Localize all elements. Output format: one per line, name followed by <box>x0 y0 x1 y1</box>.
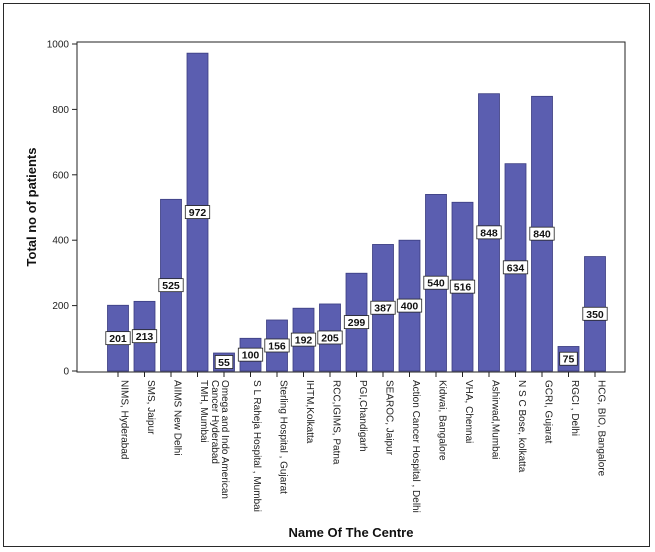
data-label-box <box>449 279 476 294</box>
x-axis-category-labels: NIMS, Hyderabad SMS, Jaipur AIIMS New Delh… <box>117 372 607 513</box>
x-category-label: PGI,Chandigarh <box>357 380 368 452</box>
data-label-box <box>582 306 608 321</box>
bars: 201 213 525 972 55 100 156 192 205 299 387 400 540 51… <box>105 52 608 372</box>
x-category-label: Sterling Hospital , Gujarat <box>278 380 289 494</box>
x-category-label: Kidwai, Bangalore <box>437 380 448 461</box>
x-category-label: AIIMS New Delhi <box>172 380 183 456</box>
y-axis-ticks: 0 200 400 600 800 1000 <box>47 40 77 378</box>
data-label-box <box>370 300 396 315</box>
data-label: 75 <box>563 354 575 366</box>
x-category-label: RCC,IGIMS, Patna <box>331 380 342 465</box>
chart-frame: 0 200 400 600 800 1000 201 213 525 972 55 100 156 19… <box>3 3 650 547</box>
x-category-label: S L Raheja Hospital , Mumbai <box>251 380 262 512</box>
x-category-label: NIMS, Hyderabad <box>119 380 130 459</box>
data-label: 400 <box>401 301 419 313</box>
data-label: 972 <box>189 207 207 219</box>
y-tick-label: 0 <box>63 367 69 378</box>
x-category-label: Omega and Indo AmericanCancer Hyderabad <box>209 380 230 499</box>
data-label: 840 <box>533 229 551 241</box>
y-tick-label: 1000 <box>47 40 70 51</box>
x-category-label: TMH, Mumbai <box>198 380 209 443</box>
x-category-label: IHTM,Kolkatta <box>304 380 315 444</box>
data-label-box <box>131 329 158 344</box>
data-label-box <box>502 260 529 275</box>
data-label: 634 <box>507 262 525 274</box>
y-tick-label: 600 <box>52 170 69 181</box>
x-category-label-line: Omega and Indo American <box>219 380 230 499</box>
x-category-label: HCG, BIO, Bangalore <box>596 380 607 477</box>
data-label-box <box>317 330 343 345</box>
data-label: 192 <box>295 335 313 347</box>
y-tick-label: 400 <box>52 236 69 247</box>
data-label-box <box>476 225 502 240</box>
y-axis-title: Total no of patients <box>24 148 39 267</box>
data-label-box <box>184 205 211 219</box>
x-category-label: SEAROC, Jaipur <box>384 380 395 456</box>
x-category-label: SMS, Jaipur <box>145 380 156 435</box>
bar-chart: 0 200 400 600 800 1000 201 213 525 972 55 100 156 19… <box>24 40 626 540</box>
data-label: 201 <box>109 333 127 345</box>
data-label: 848 <box>480 227 498 239</box>
data-label-box <box>559 351 578 366</box>
data-label-box <box>158 278 184 293</box>
x-category-label: N S C Bose, kolkatta <box>516 380 527 473</box>
data-label-box <box>237 347 264 362</box>
data-label-box <box>396 298 423 313</box>
data-label: 55 <box>218 357 230 369</box>
x-axis-title: Name Of The Centre <box>289 525 414 540</box>
data-label: 299 <box>348 317 366 329</box>
y-tick-label: 200 <box>52 301 69 312</box>
data-label: 156 <box>268 340 286 352</box>
data-label-box <box>529 226 555 241</box>
x-category-label: Ashirwad,Mumbai <box>490 380 501 459</box>
data-label-box <box>214 355 234 369</box>
data-label: 525 <box>162 280 180 292</box>
data-label-box <box>343 315 370 330</box>
x-category-label: GCRI, Gujarat <box>543 380 554 444</box>
data-label: 100 <box>242 350 260 362</box>
x-category-label: VHA, Chennai <box>463 380 474 443</box>
data-label-box <box>105 331 131 346</box>
y-tick-label: 800 <box>52 105 69 116</box>
data-label: 540 <box>427 278 445 290</box>
data-label-box <box>264 338 290 353</box>
data-label: 516 <box>454 282 472 294</box>
data-label: 387 <box>374 303 392 315</box>
data-label: 213 <box>136 331 154 343</box>
x-category-label: Action Cancer Hospital , Delhi <box>410 380 421 513</box>
x-category-label-line: Cancer Hyderabad <box>209 380 220 464</box>
data-label: 350 <box>586 309 604 321</box>
data-label-box <box>290 332 317 347</box>
data-label: 205 <box>321 332 339 344</box>
data-label-box <box>423 275 449 290</box>
x-category-label: RGCI , Delhi <box>569 380 580 436</box>
